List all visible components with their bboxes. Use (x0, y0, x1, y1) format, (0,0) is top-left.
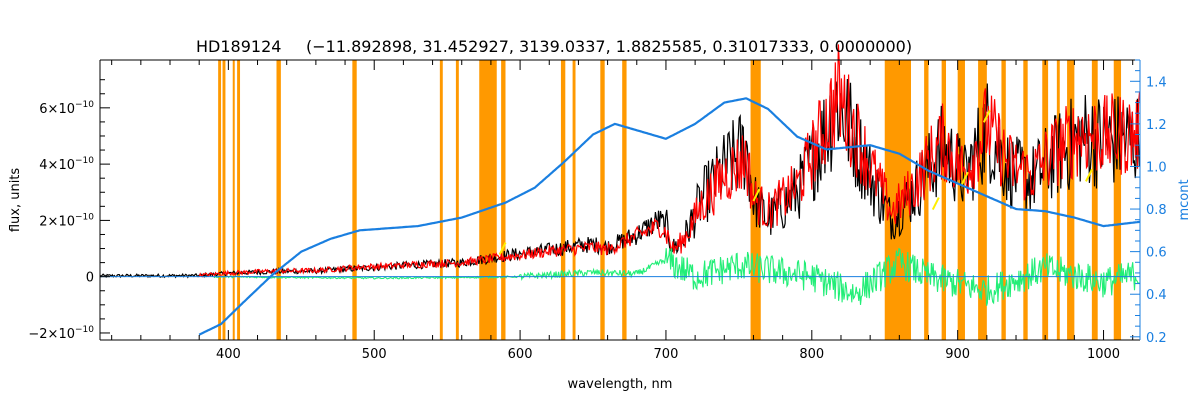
masked-band (232, 60, 235, 340)
x-tick-label: 600 (508, 347, 533, 362)
masked-band (924, 60, 929, 340)
highlight-mark (961, 171, 969, 185)
masked-band (479, 60, 497, 340)
y-axis-right: 0.2 0.4 0.6 0.8 1.0 1.2 1.4 (1130, 59, 1167, 346)
x-tick-label: 700 (654, 347, 679, 362)
x-axis: 400 500 600 700 800 900 1000 (111, 60, 1134, 362)
masked-band (941, 60, 947, 340)
masked-band (1056, 60, 1060, 340)
masked-band (560, 60, 566, 340)
masked-band (501, 60, 506, 340)
y-axis-label: flux, units (8, 168, 23, 233)
y-tick-exponent: −10 (75, 100, 94, 110)
y-tick-mantissa: 4×10 (39, 158, 75, 173)
masked-band (218, 60, 222, 340)
series-mcont-line (198, 97, 1141, 336)
highlight-mark (498, 242, 507, 255)
y2-tick-label: 0.4 (1146, 288, 1167, 303)
chart-title: HD189124 (196, 37, 281, 56)
masked-band (439, 60, 443, 340)
y2-tick-label: 0.8 (1146, 203, 1167, 218)
highlight-mark (1085, 168, 1093, 182)
masked-band (1113, 60, 1122, 340)
y-tick-mantissa: 0 (86, 271, 94, 286)
series-residual-line (213, 247, 1141, 306)
y2-tick-label: 0.2 (1146, 331, 1167, 346)
y2-tick-label: 0.6 (1146, 246, 1167, 261)
highlight-mark (752, 188, 761, 202)
y-tick-exponent: −10 (75, 212, 94, 222)
masked-band (622, 60, 627, 340)
x-tick-label: 1000 (1087, 347, 1120, 362)
y-tick-mantissa: 2×10 (39, 214, 75, 229)
y-tick-label: 4×10−10 (39, 156, 94, 173)
masked-band (1001, 60, 1006, 340)
x-tick-label: 900 (945, 347, 970, 362)
masked-band (237, 60, 241, 340)
y2-tick-label: 1.0 (1146, 160, 1167, 175)
series-model-line (198, 44, 1141, 278)
masked-band (572, 60, 576, 340)
highlight-mark (931, 197, 940, 210)
y-tick-label: 2×10−10 (39, 212, 94, 229)
y-tick-exponent: −10 (75, 156, 94, 166)
y2-tick-label: 1.2 (1146, 118, 1167, 133)
masked-band (276, 60, 281, 340)
masked-band (1091, 60, 1098, 340)
y2-tick-label: 1.4 (1146, 75, 1167, 90)
y-tick-label: 0 (86, 271, 94, 286)
y-tick-exponent: −10 (75, 325, 94, 335)
masked-band (600, 60, 605, 340)
y-tick-label: 6×10−10 (39, 100, 94, 117)
masked-band (352, 60, 357, 340)
masked-band (978, 60, 987, 340)
masked-band (1042, 60, 1049, 340)
highlight-mark (982, 109, 991, 123)
x-tick-label: 800 (799, 347, 824, 362)
masked-band (1067, 60, 1075, 340)
y2-axis-label: mcont (1177, 179, 1192, 220)
masked-band (957, 60, 965, 340)
x-tick-label: 500 (362, 347, 387, 362)
y-tick-mantissa: −2×10 (28, 327, 75, 342)
chart-subtitle: (−11.892898, 31.452927, 3139.0337, 1.882… (306, 37, 912, 56)
series-layer (99, 44, 1141, 336)
x-tick-label: 400 (216, 347, 241, 362)
x-axis-label: wavelength, nm (568, 377, 673, 392)
y-tick-label: −2×10−10 (28, 325, 94, 342)
masked-band (222, 60, 226, 340)
y-tick-mantissa: 6×10 (39, 102, 75, 117)
plot-frame (99, 59, 1141, 341)
masked-band (455, 60, 459, 340)
